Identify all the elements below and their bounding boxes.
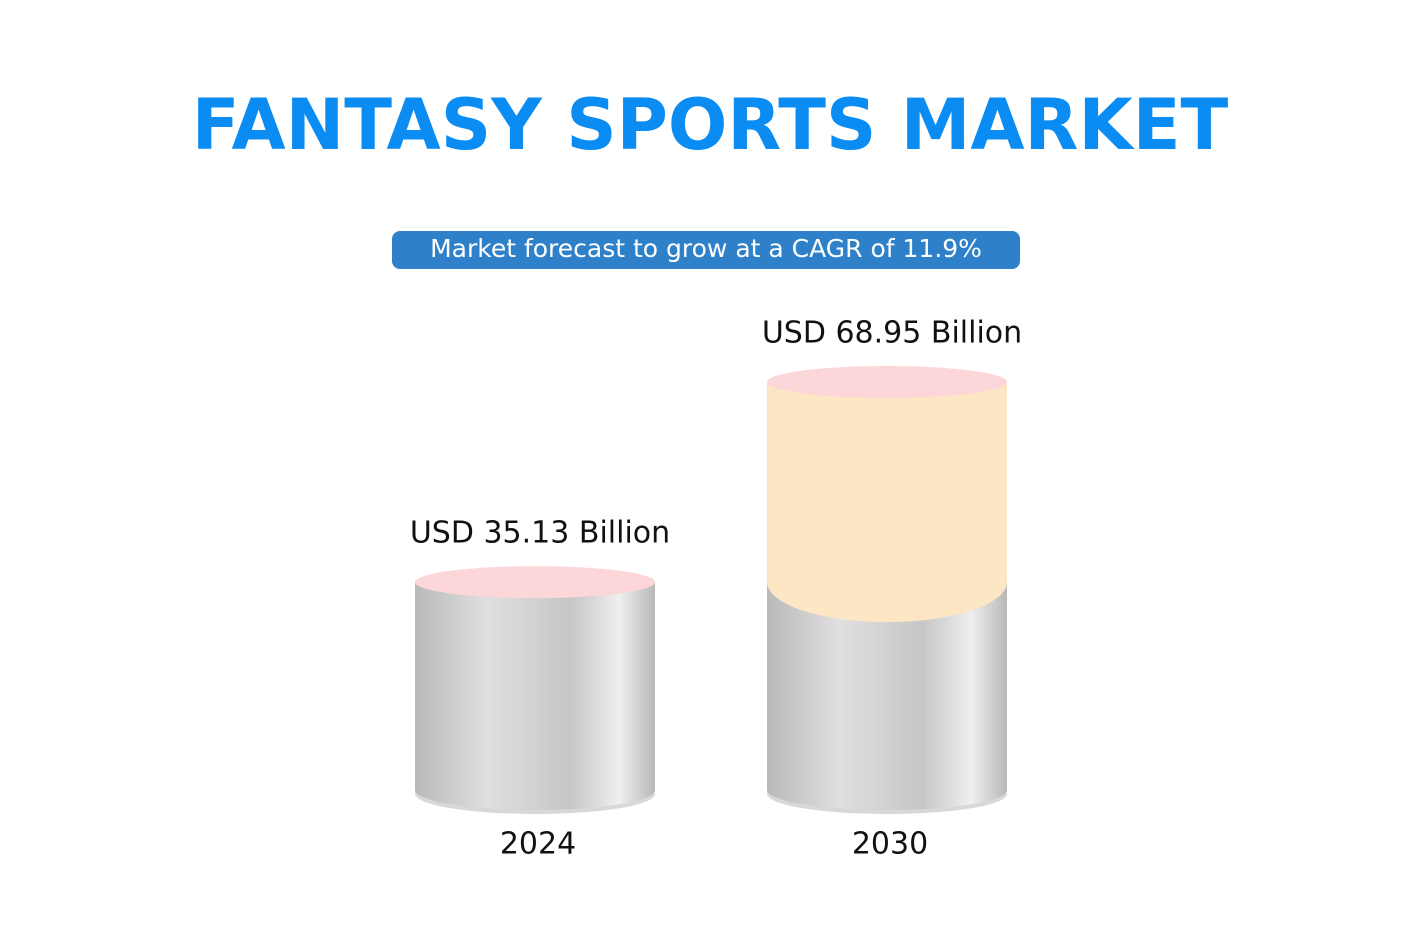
cylinder-body <box>415 582 655 810</box>
value-label: USD 68.95 Billion <box>762 316 1022 351</box>
cylinder-growth <box>767 382 1007 623</box>
value-label: USD 35.13 Billion <box>410 516 670 551</box>
cylinder-top <box>767 366 1007 398</box>
category-label: 2024 <box>500 827 576 862</box>
chart-title: FANTASY SPORTS MARKET <box>192 84 1229 166</box>
cylinder-top <box>415 566 655 599</box>
subtitle-pill <box>392 231 1020 269</box>
chart-subtitle: Market forecast to grow at a CAGR of 11.… <box>430 234 982 263</box>
category-label: 2030 <box>852 827 928 862</box>
